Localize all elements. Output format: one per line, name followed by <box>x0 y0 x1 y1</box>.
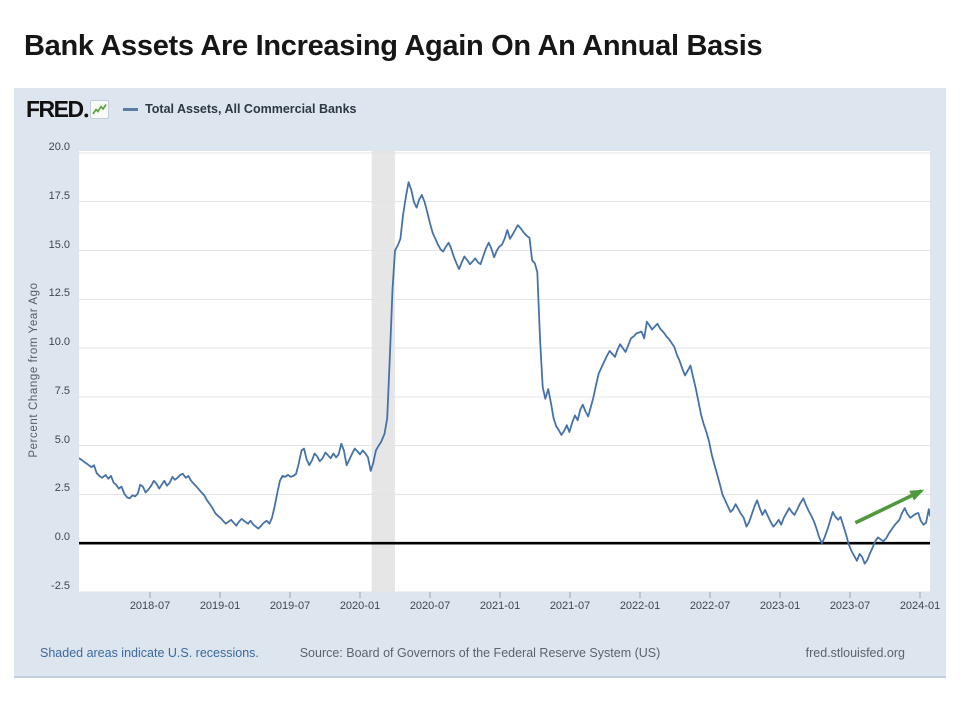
recession-note-link[interactable]: Shaded areas indicate U.S. recessions. <box>40 646 259 660</box>
y-tick-label: 20.0 <box>48 140 70 153</box>
y-tick-label: 7.5 <box>54 384 70 397</box>
recession-band <box>371 151 396 592</box>
fred-sparkline-icon <box>90 99 110 119</box>
fred-chart-card: FRED ● Total Assets, All Commercial Bank… <box>14 88 946 678</box>
y-axis-title: Percent Change from Year Ago <box>28 282 40 458</box>
registered-mark-dot: ● <box>83 110 90 120</box>
x-tick-label: 2021-07 <box>549 600 591 612</box>
x-tick-label: 2019-07 <box>269 600 311 612</box>
page-title: Bank Assets Are Increasing Again On An A… <box>24 30 763 62</box>
legend-series-label: Total Assets, All Commercial Banks <box>145 102 357 116</box>
y-tick-label: -2.5 <box>51 580 70 592</box>
plot-background <box>79 151 930 592</box>
chart-header: FRED ● Total Assets, All Commercial Bank… <box>26 95 356 123</box>
y-tick-label: 5.0 <box>54 433 70 446</box>
legend-line-swatch <box>123 107 139 111</box>
chart-footer: Shaded areas indicate U.S. recessions. S… <box>14 646 946 668</box>
trend-arrow-annotation <box>854 489 925 525</box>
x-tick-label: 2022-01 <box>619 600 661 612</box>
fred-logo: FRED <box>26 95 84 122</box>
y-tick-label: 0.0 <box>54 531 70 544</box>
source-note: Source: Board of Governors of the Federa… <box>299 646 661 660</box>
x-tick-label: 2022-07 <box>689 600 731 612</box>
x-tick-label: 2020-07 <box>409 600 451 612</box>
y-tick-label: 15.0 <box>48 238 70 251</box>
x-tick-label: 2021-01 <box>479 600 521 612</box>
x-tick-label: 2024-01 <box>899 600 941 612</box>
x-tick-label: 2023-07 <box>829 600 871 612</box>
y-tick-label: 2.5 <box>54 482 70 495</box>
y-tick-label: 10.0 <box>48 336 70 349</box>
x-tick-label: 2020-01 <box>339 600 381 612</box>
series-line <box>79 181 930 565</box>
y-tick-label: 12.5 <box>48 287 70 300</box>
x-tick-label: 2023-01 <box>759 600 801 612</box>
plot-area[interactable] <box>79 151 930 600</box>
y-tick-label: 17.5 <box>48 189 70 202</box>
x-tick-label: 2018-07 <box>129 600 171 612</box>
x-tick-label: 2019-01 <box>199 600 241 612</box>
fred-url-link[interactable]: fred.stlouisfed.org <box>805 646 905 660</box>
